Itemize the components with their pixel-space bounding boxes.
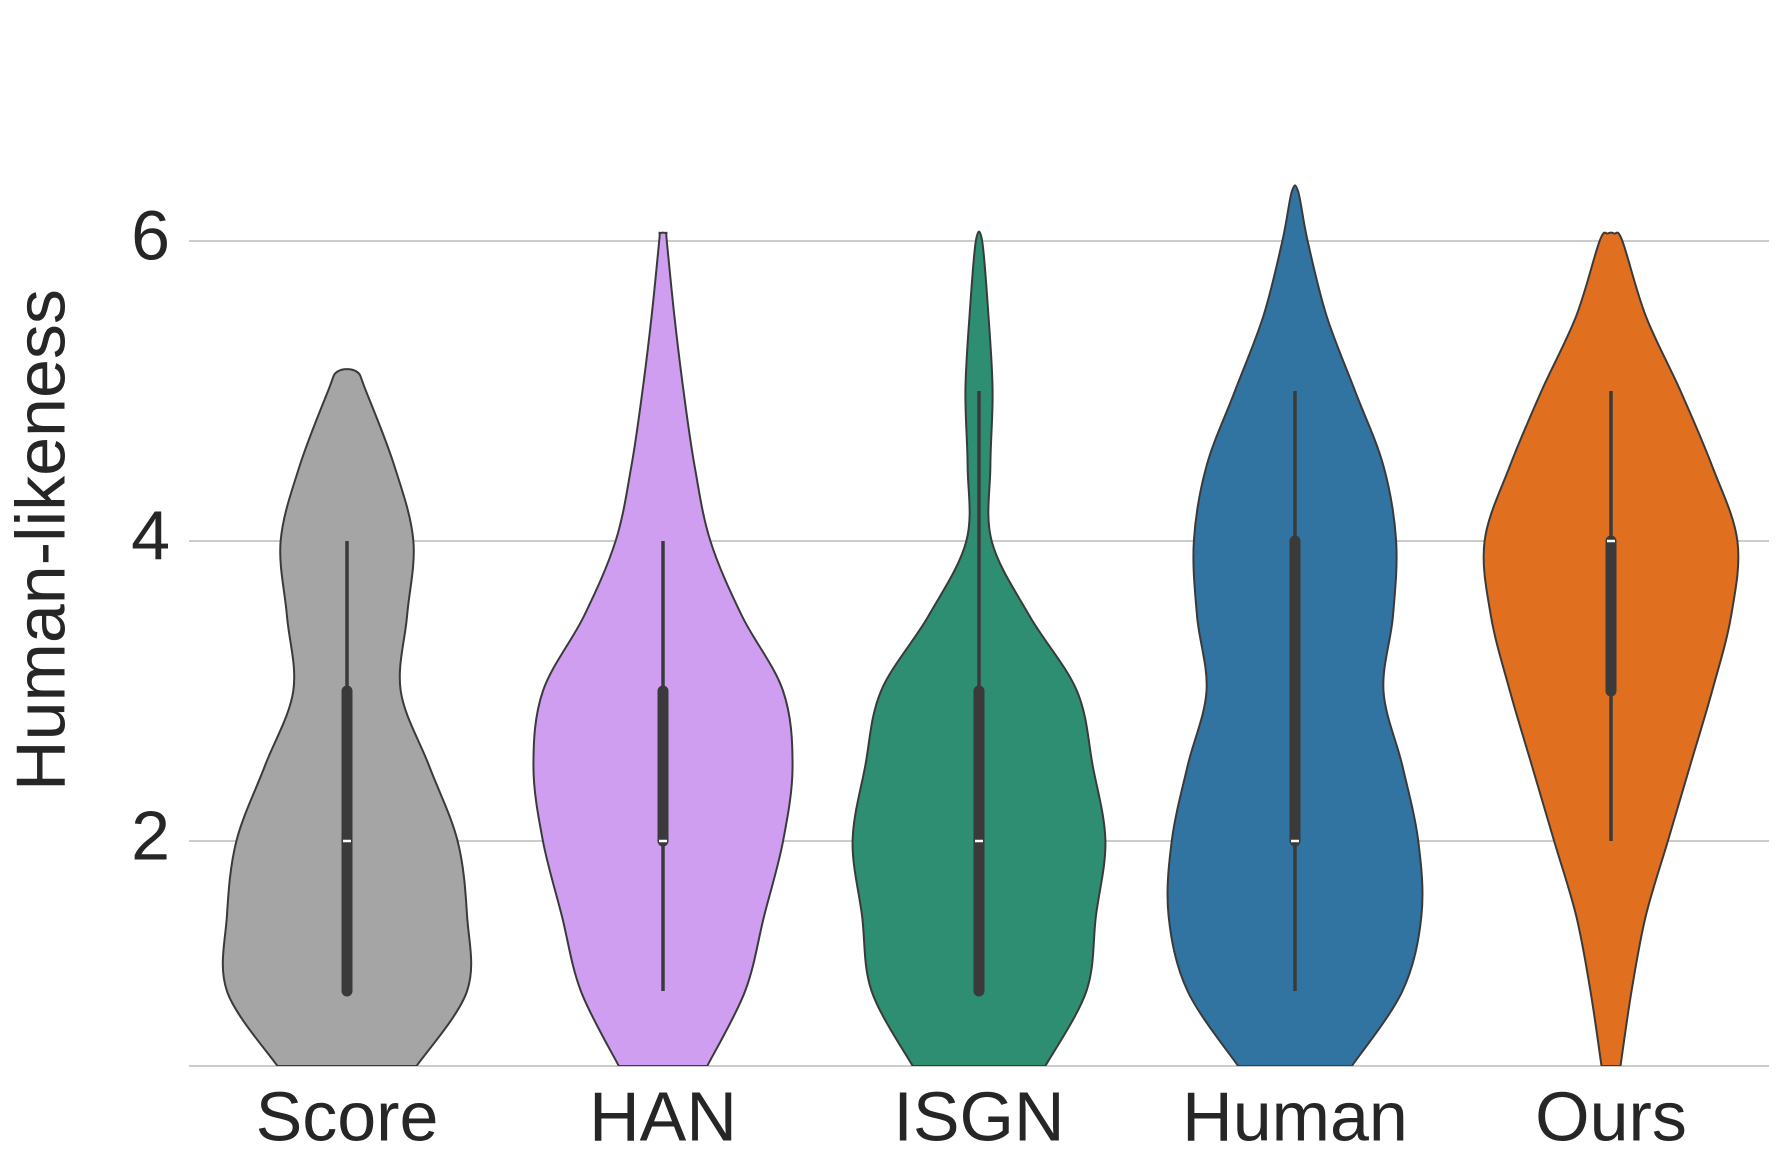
x-tick-label: HAN — [589, 1077, 737, 1155]
y-tick-label: 4 — [131, 496, 170, 574]
y-axis-label: Human-likeness — [1, 289, 79, 791]
y-tick-label: 6 — [131, 196, 170, 274]
x-tick-label: ISGN — [893, 1077, 1064, 1155]
y-tick-label: 2 — [131, 796, 170, 874]
x-tick-label: Ours — [1535, 1077, 1687, 1155]
x-tick-label: Score — [256, 1077, 439, 1155]
plot-area — [221, 184, 1740, 1066]
x-tick-label: Human — [1182, 1077, 1408, 1155]
